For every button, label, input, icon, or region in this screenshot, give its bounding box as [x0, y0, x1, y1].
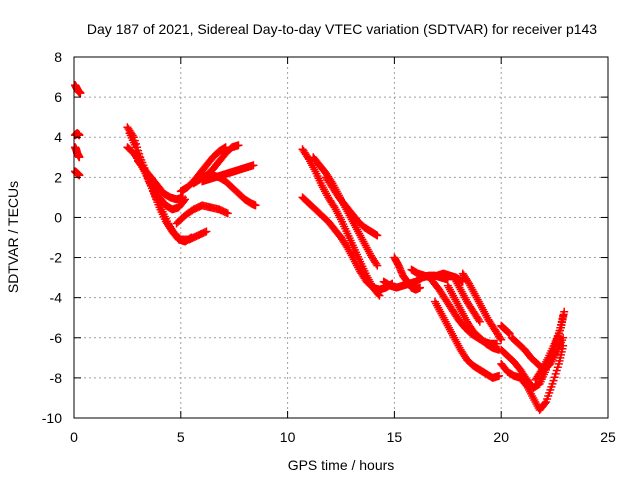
data-point	[540, 399, 549, 408]
y-tick-label: 4	[54, 129, 62, 145]
y-tick-label: -6	[50, 330, 63, 346]
data-point	[75, 131, 84, 140]
x-tick-label: 10	[280, 429, 296, 445]
data-point	[251, 201, 260, 210]
series-s15	[390, 253, 425, 294]
data-point	[497, 335, 506, 344]
data-point	[178, 193, 187, 202]
series-s13	[322, 173, 382, 240]
series-s2	[125, 129, 211, 244]
data-point	[505, 329, 514, 338]
axis-ticks	[73, 56, 609, 419]
data-point	[76, 89, 85, 98]
series-s25	[497, 321, 514, 338]
y-tick-labels: -10 -8 -6 -4 -2 0 2 4 6 8	[42, 49, 62, 426]
y-tick-label: -2	[50, 250, 63, 266]
y-tick-label: 0	[54, 209, 62, 225]
series-s20	[458, 269, 506, 344]
series-s0a	[71, 81, 85, 98]
data-point	[560, 307, 569, 316]
series-s23	[497, 341, 568, 414]
x-tick-label: 25	[600, 429, 616, 445]
y-tick-label: 6	[54, 89, 62, 105]
series-s4	[134, 157, 187, 204]
series-s26	[531, 307, 569, 384]
y-tick-label: -10	[42, 410, 62, 426]
data-point	[474, 316, 483, 325]
data-point	[372, 259, 381, 268]
data-point	[75, 153, 84, 162]
series-s19	[443, 281, 504, 354]
y-axis-label: SDTVAR / TECUs	[5, 181, 21, 293]
data-points	[71, 81, 569, 414]
chart-title: Day 187 of 2021, Sidereal Day-to-day VTE…	[87, 21, 597, 37]
y-tick-label: 8	[54, 49, 62, 65]
series-s8	[208, 171, 260, 210]
y-tick-label: -8	[50, 370, 63, 386]
series-s21	[450, 273, 484, 326]
y-tick-label: 2	[54, 169, 62, 185]
data-point	[416, 283, 425, 292]
data-point	[475, 317, 484, 326]
x-tick-label: 15	[387, 429, 403, 445]
x-tick-label: 5	[177, 429, 185, 445]
series-s0c	[71, 143, 84, 162]
x-axis-label: GPS time / hours	[288, 457, 395, 473]
data-point	[373, 261, 382, 270]
series-s5	[176, 143, 230, 196]
data-point	[223, 209, 232, 218]
series-s18	[430, 297, 504, 382]
plot-frame	[73, 56, 609, 419]
data-point	[234, 141, 243, 150]
y-tick-label: -4	[50, 290, 63, 306]
x-tick-label: 20	[493, 429, 509, 445]
data-point	[496, 334, 505, 343]
data-point	[495, 371, 504, 380]
data-point	[249, 161, 258, 170]
series-s9	[172, 201, 232, 228]
data-point	[202, 227, 211, 236]
data-point	[75, 171, 84, 180]
x-tick-labels: 0 5 10 15 20 25	[70, 429, 616, 445]
data-point	[373, 231, 382, 240]
x-tick-label: 0	[70, 429, 78, 445]
series-s24	[507, 333, 568, 374]
series-s10	[298, 145, 384, 300]
